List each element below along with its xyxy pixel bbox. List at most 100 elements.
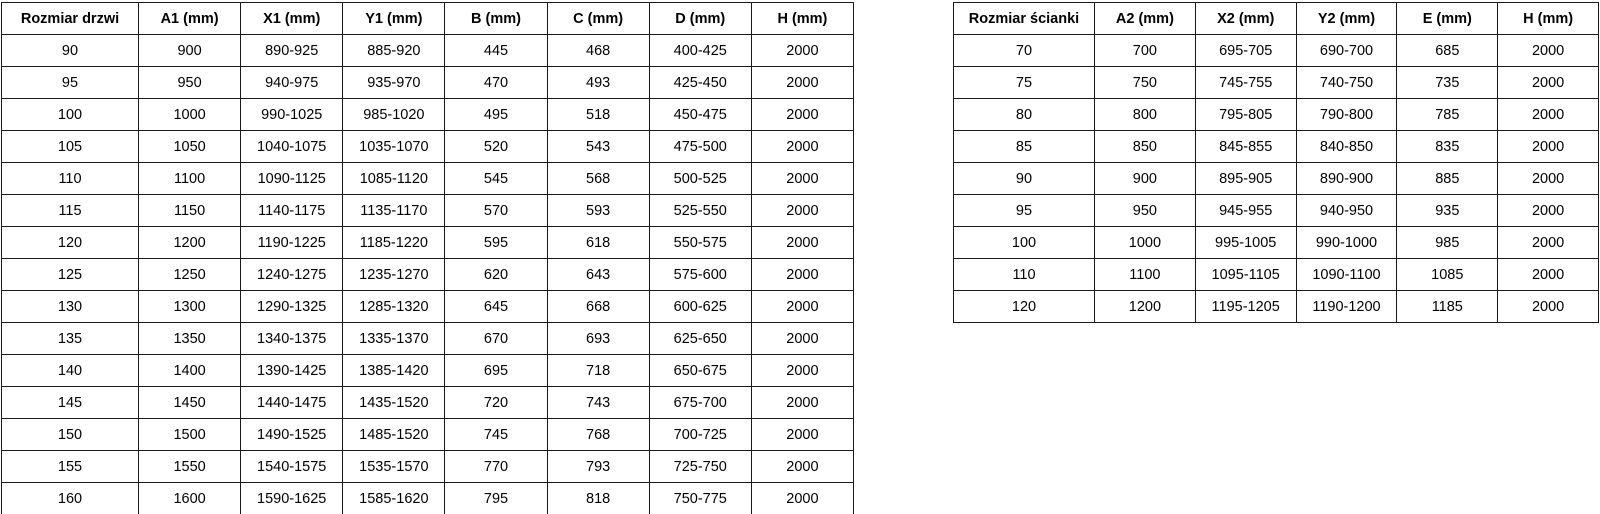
table-cell: 75 — [953, 66, 1095, 99]
table-cell: 495 — [444, 98, 548, 131]
table-cell: 140 — [1, 354, 139, 387]
column-header: X2 (mm) — [1194, 2, 1297, 35]
table-cell: 995-1005 — [1194, 226, 1297, 259]
table-cell: 725-750 — [648, 450, 752, 483]
table-cell: 770 — [444, 450, 548, 483]
table-cell: 2000 — [750, 226, 855, 259]
table-cell: 750-775 — [648, 482, 752, 514]
table-cell: 1340-1375 — [240, 322, 344, 355]
column-header: Y1 (mm) — [342, 2, 446, 35]
table-cell: 650-675 — [648, 354, 752, 387]
table-cell: 790-800 — [1295, 98, 1398, 131]
table-cell: 940-950 — [1295, 194, 1398, 227]
table-cell: 740-750 — [1295, 66, 1398, 99]
table-cell: 1085 — [1396, 258, 1499, 291]
table-cell: 160 — [1, 482, 139, 514]
table-cell: 575-600 — [648, 258, 752, 291]
table-cell: 985 — [1396, 226, 1499, 259]
table-cell: 1450 — [137, 386, 242, 419]
table-row: 80 800 795-805 790-800 785 2000 — [953, 98, 1599, 131]
table-row: 90 900 895-905 890-900 885 2000 — [953, 162, 1599, 195]
table-cell: 1140-1175 — [240, 194, 344, 227]
table-cell: 693 — [546, 322, 650, 355]
table-cell: 130 — [1, 290, 139, 323]
table-cell: 935 — [1396, 194, 1499, 227]
table-cell: 520 — [444, 130, 548, 163]
column-header: A2 (mm) — [1094, 2, 1196, 35]
table-cell: 593 — [546, 194, 650, 227]
table-cell: 110 — [953, 258, 1095, 291]
table-cell: 685 — [1396, 34, 1499, 67]
table-cell: 1240-1275 — [240, 258, 344, 291]
table-cell: 1040-1075 — [240, 130, 344, 163]
table-cell: 1185 — [1396, 290, 1499, 323]
table-cell: 2000 — [750, 194, 855, 227]
table-cell: 2000 — [750, 450, 855, 483]
column-header: H (mm) — [750, 2, 855, 35]
table-cell: 2000 — [1497, 130, 1599, 163]
table-cell: 2000 — [750, 482, 855, 514]
table-cell: 720 — [444, 386, 548, 419]
table-cell: 695-705 — [1194, 34, 1297, 67]
table-cell: 743 — [546, 386, 650, 419]
table-cell: 2000 — [1497, 226, 1599, 259]
table-row: 100 1000 995-1005 990-1000 985 2000 — [953, 226, 1599, 259]
table-cell: 1485-1520 — [342, 418, 446, 451]
table-row: 110 1100 1095-1105 1090-1100 1085 2000 — [953, 258, 1599, 291]
table-row: 125 1250 1240-1275 1235-1270 620 643 575-600 20… — [1, 258, 855, 291]
table-cell: 1200 — [137, 226, 242, 259]
table-cell: 1000 — [1094, 226, 1196, 259]
table-cell: 2000 — [750, 290, 855, 323]
table-row: 120 1200 1195-1205 1190-1200 1185 2000 — [953, 290, 1599, 323]
table-row: 115 1150 1140-1175 1135-1170 570 593 525-550 20… — [1, 194, 855, 227]
table-cell: 568 — [546, 162, 650, 195]
table-cell: 1285-1320 — [342, 290, 446, 323]
table-cell: 940-975 — [240, 66, 344, 99]
table-cell: 545 — [444, 162, 548, 195]
table-cell: 80 — [953, 98, 1095, 131]
table-cell: 1290-1325 — [240, 290, 344, 323]
table-cell: 1590-1625 — [240, 482, 344, 514]
table-cell: 1135-1170 — [342, 194, 446, 227]
table-cell: 525-550 — [648, 194, 752, 227]
table-cell: 115 — [1, 194, 139, 227]
table-cell: 950 — [1094, 194, 1196, 227]
table-cell: 2000 — [750, 66, 855, 99]
table-cell: 1435-1520 — [342, 386, 446, 419]
header-row: Rozmiar drzwi A1 (mm) X1 (mm) Y1 (mm) B (mm)… — [1, 2, 855, 35]
table-cell: 400-425 — [648, 34, 752, 67]
column-header: Y2 (mm) — [1295, 2, 1398, 35]
table-row: 95 950 945-955 940-950 935 2000 — [953, 194, 1599, 227]
table-cell: 600-625 — [648, 290, 752, 323]
column-header: B (mm) — [444, 2, 548, 35]
table-cell: 150 — [1, 418, 139, 451]
table-row: 70 700 695-705 690-700 685 2000 — [953, 34, 1599, 67]
table-cell: 1090-1100 — [1295, 258, 1398, 291]
table-cell: 125 — [1, 258, 139, 291]
table-cell: 745 — [444, 418, 548, 451]
column-header: C (mm) — [546, 2, 650, 35]
table-cell: 1440-1475 — [240, 386, 344, 419]
table-row: 140 1400 1390-1425 1385-1420 695 718 650-675 20… — [1, 354, 855, 387]
column-header: E (mm) — [1396, 2, 1499, 35]
table-cell: 885-920 — [342, 34, 446, 67]
table-cell: 890-900 — [1295, 162, 1398, 195]
table-cell: 690-700 — [1295, 34, 1398, 67]
table-cell: 100 — [1, 98, 139, 131]
table-cell: 493 — [546, 66, 650, 99]
table-cell: 2000 — [1497, 194, 1599, 227]
table-cell: 500-525 — [648, 162, 752, 195]
table-cell: 85 — [953, 130, 1095, 163]
table-cell: 850 — [1094, 130, 1196, 163]
table-cell: 95 — [1, 66, 139, 99]
table-cell: 2000 — [750, 322, 855, 355]
table-cell: 1195-1205 — [1194, 290, 1297, 323]
table-cell: 845-855 — [1194, 130, 1297, 163]
table-cell: 2000 — [1497, 98, 1599, 131]
table-cell: 1090-1125 — [240, 162, 344, 195]
table-cell: 120 — [953, 290, 1095, 323]
table-cell: 1500 — [137, 418, 242, 451]
table-cell: 890-925 — [240, 34, 344, 67]
table-cell: 675-700 — [648, 386, 752, 419]
